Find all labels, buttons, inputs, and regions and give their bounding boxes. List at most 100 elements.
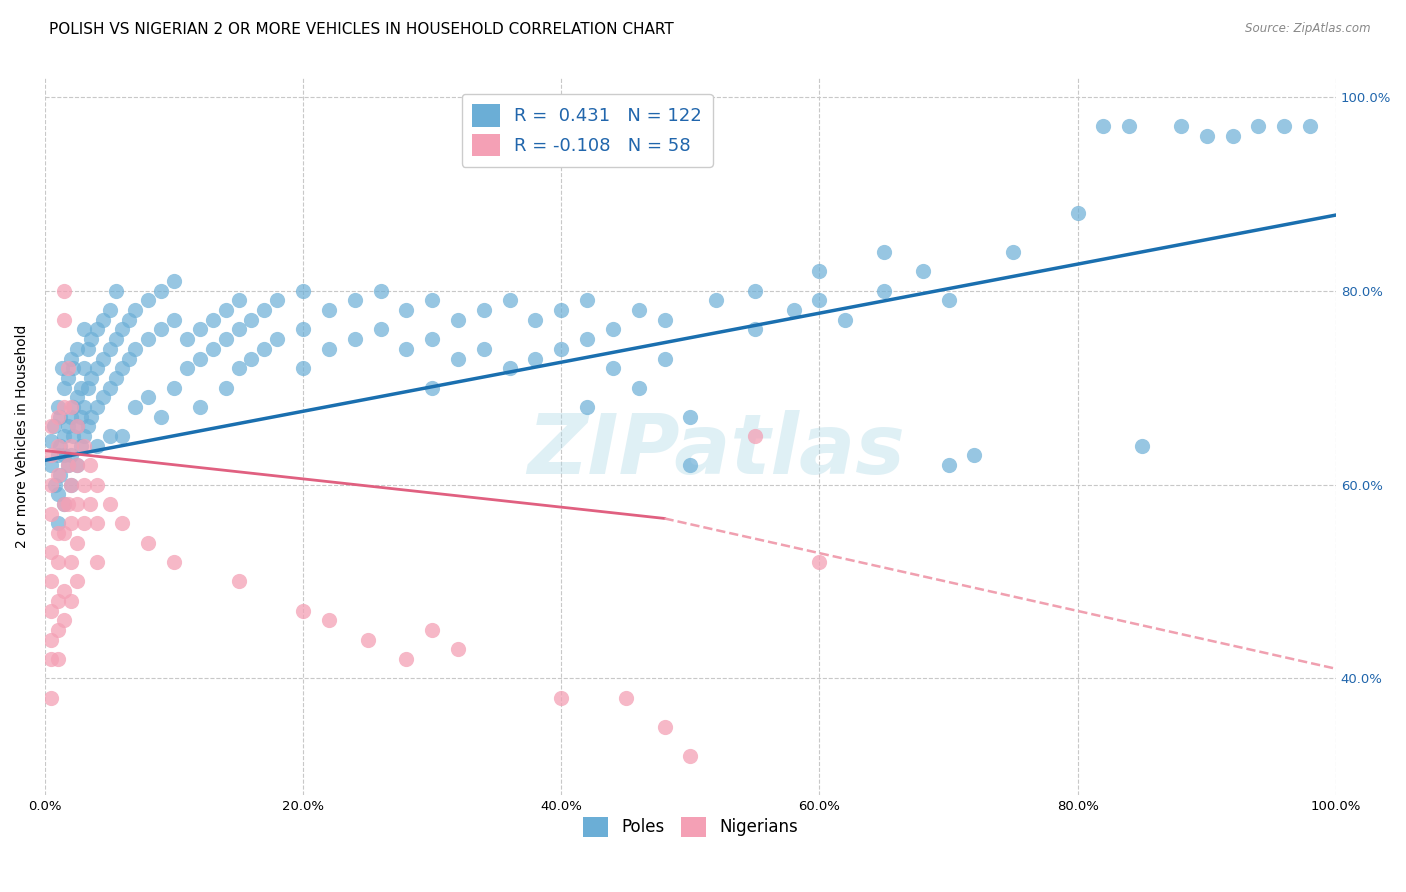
Point — [98, 429, 121, 443]
Point — [1195, 128, 1218, 143]
Point — [80, 409, 103, 424]
Point — [58, 497, 80, 511]
Point — [744, 429, 766, 443]
Point — [704, 293, 727, 308]
Point — [46, 526, 69, 541]
Point — [679, 458, 702, 472]
Point — [53, 429, 76, 443]
Point — [420, 623, 443, 637]
Point — [58, 371, 80, 385]
Point — [447, 642, 470, 657]
Point — [782, 303, 804, 318]
Point — [58, 361, 80, 376]
Point — [46, 400, 69, 414]
Point — [66, 574, 89, 589]
Point — [266, 293, 288, 308]
Point — [228, 322, 250, 336]
Point — [201, 312, 224, 326]
Point — [602, 361, 624, 376]
Point — [98, 381, 121, 395]
Point — [59, 516, 82, 531]
Point — [49, 439, 72, 453]
Point — [201, 342, 224, 356]
Point — [550, 690, 572, 705]
Point — [292, 603, 315, 617]
Point — [62, 361, 84, 376]
Point — [73, 429, 96, 443]
Point — [80, 371, 103, 385]
Point — [53, 284, 76, 298]
Point — [136, 332, 159, 346]
Point — [46, 555, 69, 569]
Point — [73, 322, 96, 336]
Point — [41, 632, 63, 647]
Point — [49, 467, 72, 482]
Point — [447, 312, 470, 326]
Point — [66, 390, 89, 404]
Point — [73, 477, 96, 491]
Text: Source: ZipAtlas.com: Source: ZipAtlas.com — [1246, 22, 1371, 36]
Point — [46, 409, 69, 424]
Point — [1002, 244, 1025, 259]
Point — [370, 322, 392, 336]
Point — [58, 458, 80, 472]
Point — [98, 342, 121, 356]
Point — [86, 322, 108, 336]
Point — [76, 419, 98, 434]
Point — [240, 351, 263, 366]
Text: POLISH VS NIGERIAN 2 OR MORE VEHICLES IN HOUSEHOLD CORRELATION CHART: POLISH VS NIGERIAN 2 OR MORE VEHICLES IN… — [49, 22, 673, 37]
Point — [86, 477, 108, 491]
Point — [343, 293, 366, 308]
Point — [679, 409, 702, 424]
Point — [228, 574, 250, 589]
Point — [53, 526, 76, 541]
Point — [41, 545, 63, 559]
Point — [86, 555, 108, 569]
Point — [163, 274, 186, 288]
Point — [59, 555, 82, 569]
Point — [228, 361, 250, 376]
Point — [873, 284, 896, 298]
Point — [111, 322, 134, 336]
Point — [1247, 119, 1270, 133]
Point — [911, 264, 934, 278]
Point — [91, 351, 114, 366]
Point — [51, 361, 73, 376]
Point — [1272, 119, 1295, 133]
Point — [59, 477, 82, 491]
Point — [292, 284, 315, 298]
Point — [111, 516, 134, 531]
Point — [357, 632, 380, 647]
Point — [118, 312, 141, 326]
Point — [253, 342, 276, 356]
Point — [576, 332, 599, 346]
Point — [49, 409, 72, 424]
Point — [46, 594, 69, 608]
Point — [66, 497, 89, 511]
Point — [150, 284, 173, 298]
Point — [98, 497, 121, 511]
Point — [59, 449, 82, 463]
Point — [1222, 128, 1244, 143]
Point — [240, 312, 263, 326]
Point — [1118, 119, 1140, 133]
Point — [66, 342, 89, 356]
Point — [420, 381, 443, 395]
Point — [41, 449, 63, 463]
Point — [58, 419, 80, 434]
Point — [91, 312, 114, 326]
Point — [524, 351, 547, 366]
Y-axis label: 2 or more Vehicles in Household: 2 or more Vehicles in Household — [15, 325, 30, 548]
Point — [1299, 119, 1322, 133]
Point — [228, 293, 250, 308]
Point — [292, 322, 315, 336]
Point — [41, 507, 63, 521]
Point — [46, 623, 69, 637]
Point — [59, 439, 82, 453]
Point — [808, 264, 831, 278]
Point — [744, 284, 766, 298]
Point — [111, 429, 134, 443]
Point — [447, 351, 470, 366]
Point — [46, 652, 69, 666]
Point — [66, 419, 89, 434]
